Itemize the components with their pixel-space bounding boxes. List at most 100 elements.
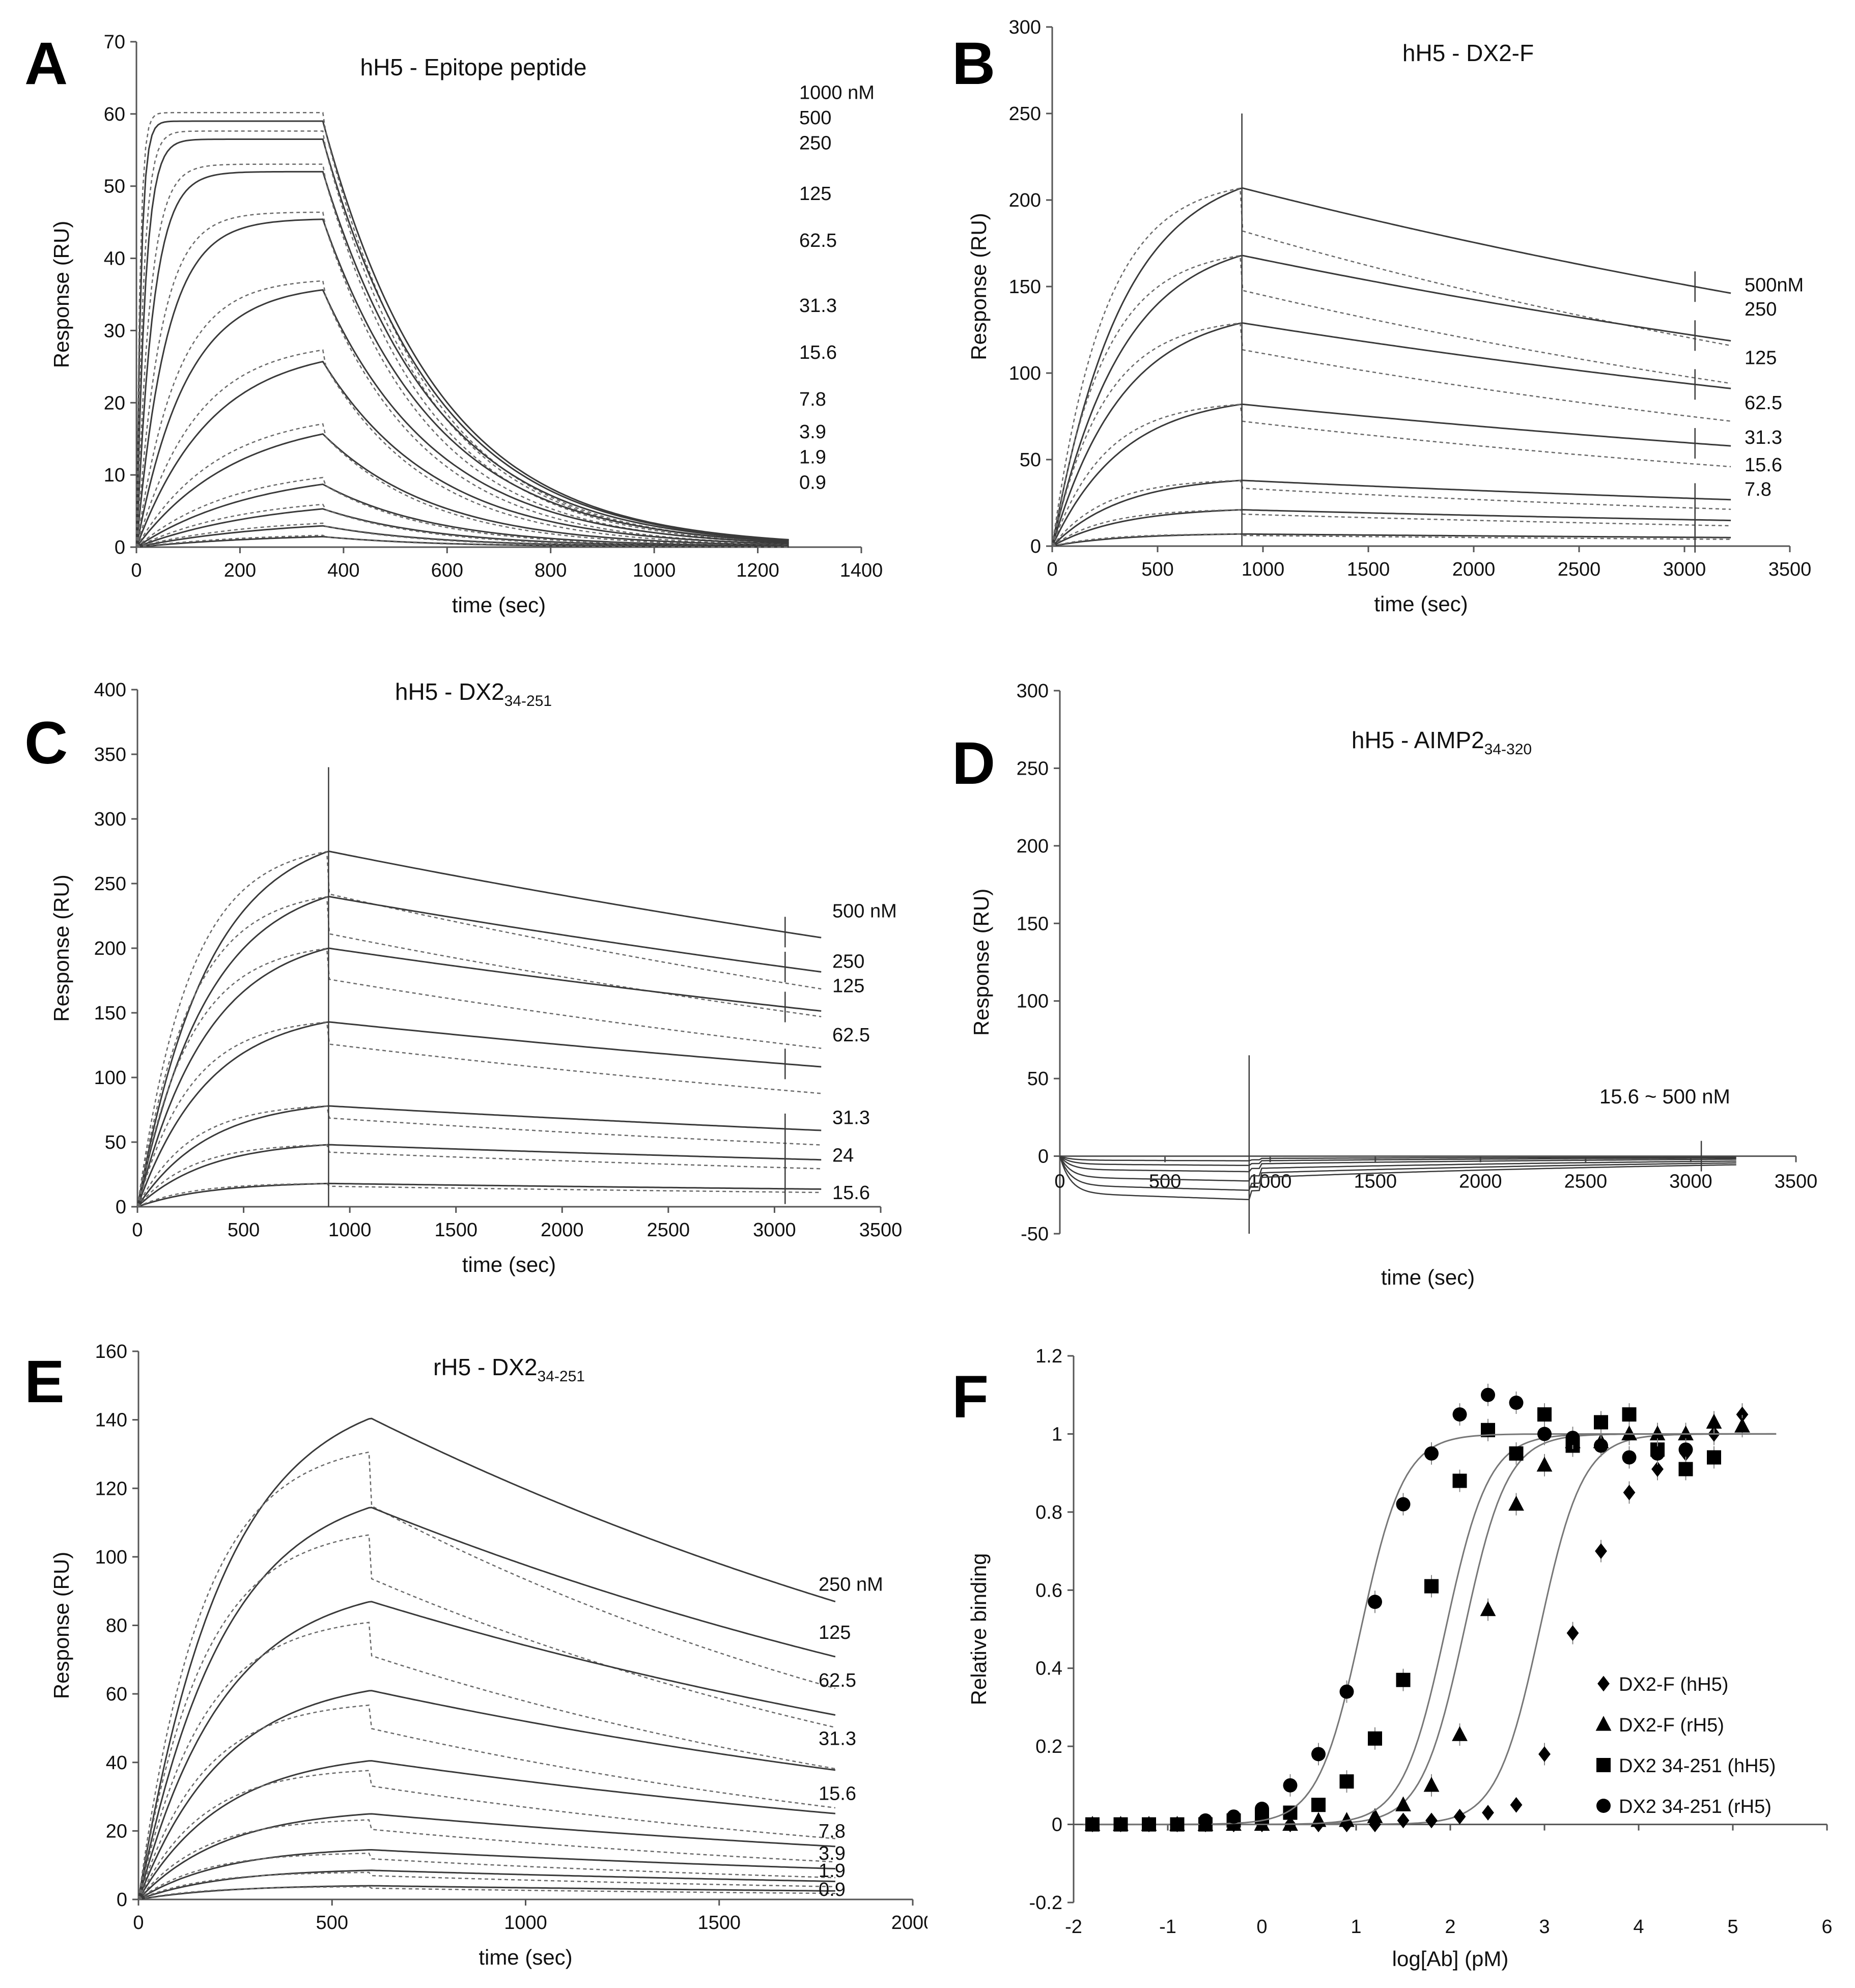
data-point-triangle: [1310, 1812, 1327, 1827]
curve-label: 500 nM: [832, 900, 897, 922]
y-tick-label: 300: [1009, 17, 1041, 38]
data-curve-31.3: [135, 349, 789, 548]
curve-label: 1000 nM: [799, 82, 875, 103]
x-tick-label: 2500: [647, 1219, 690, 1241]
y-axis-label: Response (RU): [967, 213, 991, 360]
data-curve-1.9: [138, 1871, 835, 1900]
y-tick-label: -50: [1021, 1224, 1049, 1245]
fit-curve-7.8: [137, 1813, 835, 1900]
curve-label: 15.6: [1745, 455, 1782, 476]
y-tick-label: 20: [106, 1821, 127, 1842]
data-curve-500: [136, 850, 822, 1207]
curve-label: 15.6: [819, 1783, 856, 1804]
data-point-diamond: [1510, 1797, 1523, 1813]
data-curve-125: [1051, 322, 1731, 547]
data-point-circle: [1255, 1801, 1269, 1816]
fit-curve-31.3: [135, 360, 789, 548]
data-curve-250: [1051, 254, 1731, 547]
sensorgram-curve: [1059, 1155, 1736, 1173]
y-tick-label: 250: [1017, 758, 1049, 779]
data-point-triangle: [1367, 1808, 1383, 1823]
curve-label: 62.5: [1745, 392, 1782, 414]
data-curve-31.3: [1052, 479, 1731, 547]
y-tick-label: 350: [94, 744, 126, 765]
x-tick-label: 1000: [1242, 559, 1285, 580]
y-tick-label: 50: [1027, 1068, 1049, 1090]
x-tick-label: 1: [1351, 1916, 1361, 1938]
panel-title: hH5 - DX2-F: [1402, 40, 1534, 66]
data-point-circle: [1085, 1817, 1100, 1832]
x-tick-label: 0: [131, 560, 142, 581]
y-tick-label: 150: [1009, 276, 1041, 298]
concentration-annotation: 15.6 ~ 500 nM: [1599, 1086, 1730, 1108]
curve-label: 500nM: [1745, 275, 1804, 296]
data-point-circle: [1565, 1431, 1580, 1445]
data-curve-125: [137, 1534, 836, 1900]
x-tick-label: -2: [1065, 1916, 1082, 1938]
data-point-diamond: [1453, 1808, 1466, 1825]
curve-label: 3.9: [819, 1843, 846, 1864]
data-point-diamond: [1397, 1812, 1410, 1829]
data-point-diamond: [1482, 1805, 1494, 1821]
data-point-circle: [1339, 1684, 1354, 1699]
x-tick-label: 1200: [736, 560, 779, 581]
fit-curve-500: [136, 850, 822, 1207]
y-axis-label: Response (RU): [49, 221, 73, 368]
y-tick-label: 0: [116, 1197, 126, 1218]
x-tick-label: 3000: [1669, 1171, 1712, 1192]
data-curve-62.5: [135, 280, 789, 548]
x-tick-label: 1500: [434, 1219, 477, 1241]
x-tick-label: 6: [1821, 1916, 1832, 1938]
legend-label: DX2-F (rH5): [1619, 1715, 1724, 1736]
fit-curve-250: [1051, 254, 1731, 547]
data-point-triangle: [1649, 1425, 1666, 1441]
y-axis-label: Relative binding: [967, 1553, 991, 1706]
panel-letter: D: [952, 730, 995, 797]
x-tick-label: 0: [1256, 1916, 1267, 1938]
data-point-circle: [1198, 1813, 1213, 1828]
data-point-triangle: [1423, 1777, 1440, 1792]
curve-label: 250: [799, 133, 831, 154]
data-point-triangle: [1395, 1796, 1411, 1811]
panel-letter: A: [24, 30, 68, 97]
fit-curve-1.9: [138, 1869, 835, 1900]
data-point-circle: [1452, 1407, 1467, 1422]
sensorgram-curve: [1059, 1155, 1736, 1182]
y-tick-label: 0.2: [1035, 1736, 1062, 1757]
legend-label: DX2 34-251 (hH5): [1619, 1755, 1776, 1777]
y-tick-label: 300: [1017, 680, 1049, 702]
x-axis-label: time (sec): [479, 1945, 572, 1969]
fit-curve-125: [1051, 322, 1731, 547]
legend-marker-square: [1596, 1758, 1611, 1772]
curve-label: 125: [832, 976, 864, 997]
y-axis-label: Response (RU): [49, 874, 73, 1021]
panel-title-main: hH5 - Epitope peptide: [360, 54, 587, 80]
curve-label: 0.9: [819, 1879, 846, 1900]
curve-label: 250: [832, 951, 864, 972]
fit-curve-15.6: [135, 433, 789, 548]
panel-title-main: hH5 - DX2-F: [1402, 40, 1534, 66]
data-point-diamond: [1566, 1625, 1579, 1641]
y-axis-label: Response (RU): [969, 889, 993, 1036]
y-tick-label: 100: [1017, 991, 1049, 1012]
data-point-triangle: [1508, 1495, 1524, 1511]
data-point-circle: [1678, 1442, 1693, 1457]
data-point-diamond: [1425, 1812, 1438, 1829]
data-point-diamond: [1651, 1461, 1664, 1477]
curve-label: 250: [1745, 299, 1777, 320]
data-point-diamond: [1623, 1485, 1636, 1500]
x-tick-label: 3500: [1768, 559, 1812, 580]
curve-label: 500: [799, 107, 831, 129]
curve-label: 1.9: [819, 1860, 846, 1882]
fit-curve-62.5: [135, 289, 789, 548]
y-tick-label: 0: [115, 537, 125, 558]
data-point-triangle: [1621, 1425, 1637, 1441]
data-curve-0.9: [136, 534, 789, 548]
data-curve-62.5: [136, 1021, 822, 1207]
fit-curve-250: [135, 171, 789, 548]
y-tick-label: 0: [1038, 1146, 1049, 1168]
y-tick-label: 40: [104, 248, 125, 270]
